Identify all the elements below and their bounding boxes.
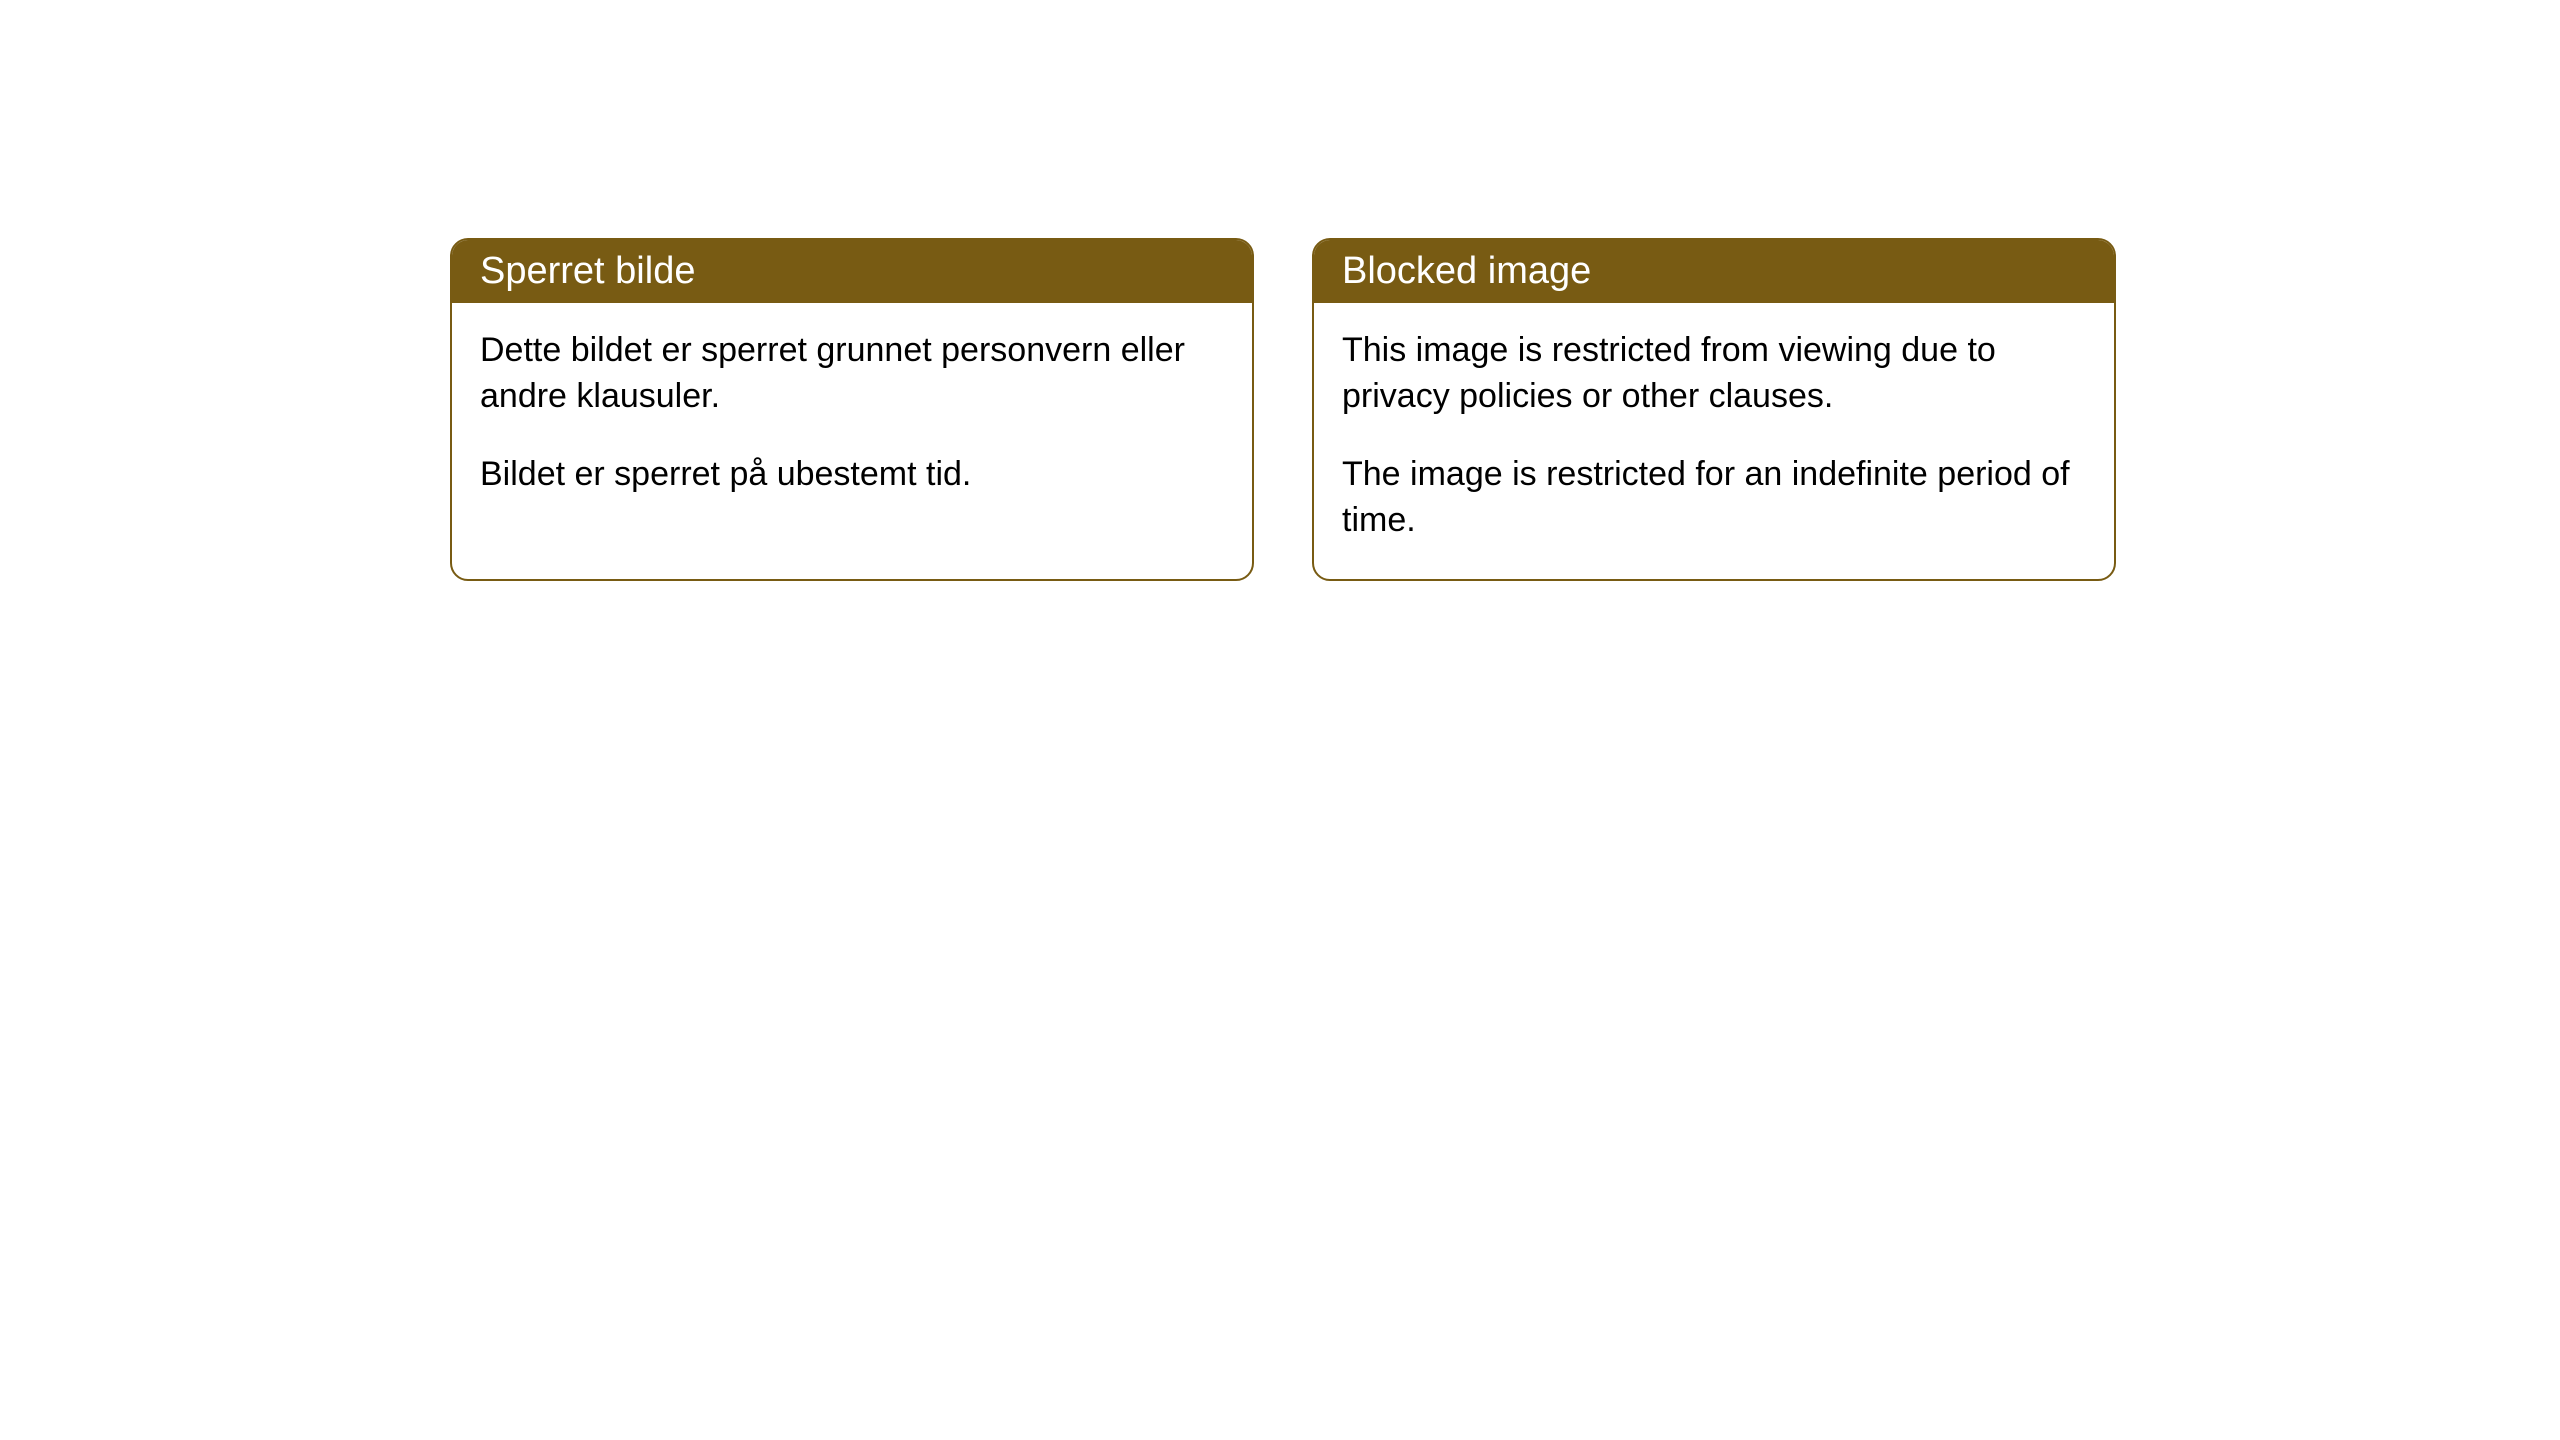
card-paragraph: This image is restricted from viewing du… xyxy=(1342,328,2086,420)
card-title: Sperret bilde xyxy=(480,250,695,292)
card-body: This image is restricted from viewing du… xyxy=(1314,303,2114,579)
card-paragraph: The image is restricted for an indefinit… xyxy=(1342,452,2086,544)
cards-container: Sperret bilde Dette bildet er sperret gr… xyxy=(0,0,2560,581)
card-header: Blocked image xyxy=(1314,240,2114,303)
card-paragraph: Dette bildet er sperret grunnet personve… xyxy=(480,328,1224,420)
blocked-image-card-norwegian: Sperret bilde Dette bildet er sperret gr… xyxy=(450,238,1254,581)
card-title: Blocked image xyxy=(1342,250,1591,292)
blocked-image-card-english: Blocked image This image is restricted f… xyxy=(1312,238,2116,581)
card-body: Dette bildet er sperret grunnet personve… xyxy=(452,303,1252,533)
card-paragraph: Bildet er sperret på ubestemt tid. xyxy=(480,452,1224,498)
card-header: Sperret bilde xyxy=(452,240,1252,303)
